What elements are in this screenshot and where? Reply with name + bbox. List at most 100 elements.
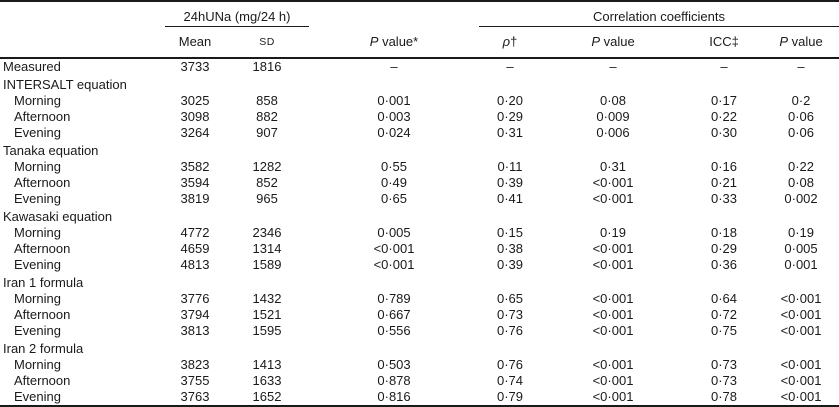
cell-icc: 0·18	[711, 225, 738, 240]
cell-p_value: 0·49	[381, 175, 408, 190]
cell-sd	[225, 273, 309, 291]
cell-icc	[685, 273, 763, 291]
cell-p_value: 0·55	[381, 159, 408, 174]
cell-p_value: <0·001	[373, 257, 415, 272]
column-group-spacer	[309, 1, 479, 27]
cell-rho: 0·73	[497, 307, 524, 322]
cell-icc: 0·33	[711, 191, 738, 206]
data-row: Afternoon 3098 882 0·003 0·29 0·009 0·22 0·06	[0, 109, 839, 125]
cell-icc_p_value: 0·22	[788, 159, 815, 174]
column-header-rho_p_value: P value	[541, 26, 686, 59]
data-row: Measured 3733 1816 – – – – –	[0, 58, 839, 75]
cell-p_value: 0·001	[377, 93, 411, 108]
column-header-label	[0, 26, 165, 59]
cell-rho: 0·76	[497, 323, 524, 338]
data-row: Morning 3582 1282 0·55 0·11 0·31 0·16 0·22	[0, 159, 839, 175]
cell-rho: –	[506, 59, 514, 74]
row-label: INTERSALT equation	[3, 77, 127, 92]
table-body: Measured 3733 1816– – – – – INTERSALT equation M…	[0, 58, 839, 406]
cell-icc: 0·73	[711, 357, 738, 372]
cell-p_value: 0·556	[377, 323, 411, 338]
row-label: Afternoon	[14, 109, 71, 124]
cell-p_value: 0·878	[377, 373, 411, 388]
column-header-rho: ρ†	[479, 26, 542, 59]
cell-mean	[165, 339, 225, 357]
cell-icc_p_value: –	[797, 59, 805, 74]
cell-icc_p_value	[763, 75, 839, 93]
cell-sd: 1521	[252, 307, 282, 322]
cell-rho_p_value: <0·001	[592, 389, 634, 404]
cell-mean: 3098	[180, 109, 210, 124]
cell-icc: 0·17	[711, 93, 738, 108]
cell-sd: 1432	[252, 291, 282, 306]
row-label: Morning	[14, 93, 61, 108]
cell-mean	[165, 141, 225, 159]
cell-sd: 1413	[252, 357, 282, 372]
cell-rho_p_value: 0·009	[596, 109, 630, 124]
cell-icc_p_value: <0·001	[780, 291, 822, 306]
cell-sd: 907	[256, 125, 278, 140]
row-label: Tanaka equation	[3, 143, 99, 158]
cell-rho_p_value: 0·19	[600, 225, 627, 240]
group-row: Kawasaki equation	[0, 207, 839, 225]
cell-icc: 0·78	[711, 389, 738, 404]
row-label: Evening	[14, 125, 61, 140]
cell-mean: 3794	[180, 307, 210, 322]
cell-icc_p_value: 0·06	[788, 109, 815, 124]
cell-rho_p_value: <0·001	[592, 191, 634, 206]
cell-mean: 3264	[180, 125, 210, 140]
row-label: Evening	[14, 191, 61, 206]
cell-rho	[479, 207, 541, 225]
row-label: Afternoon	[14, 241, 71, 256]
group-row: Tanaka equation	[0, 141, 839, 159]
cell-icc_p_value: <0·001	[780, 357, 822, 372]
cell-icc	[685, 207, 763, 225]
row-label: Morning	[14, 291, 61, 306]
cell-p_value: 0·024	[377, 125, 411, 140]
cell-p_value: 0·816	[377, 389, 411, 404]
cell-sd	[225, 207, 309, 225]
column-group-label: 24hUNa (mg/24 h)	[165, 1, 310, 27]
cell-mean: 4659	[180, 241, 210, 256]
cell-sd: 1595	[252, 323, 282, 338]
column-group-header-row: 24hUNa (mg/24 h) Correlation coefficients	[0, 1, 839, 27]
column-header-row: Mean SD P value* ρ† P value ICC‡ P value	[0, 26, 839, 59]
data-row: Evening 3264 907 0·024 0·31 0·006 0·30 0·06	[0, 125, 839, 141]
cell-p_value: –	[390, 59, 398, 74]
cell-icc: 0·75	[711, 323, 738, 338]
data-row: Evening 4813 1589 <0·001 0·39 <0·001 0·36 0·001	[0, 257, 839, 273]
cell-rho_p_value: <0·001	[592, 175, 634, 190]
cell-rho: 0·74	[497, 373, 524, 388]
cell-mean	[165, 207, 225, 225]
cell-mean: 3763	[180, 389, 210, 404]
cell-rho: 0·79	[497, 389, 524, 404]
data-row: Afternoon 3755 1633 0·878 0·74 <0·001 0·73 <0·0…	[0, 373, 839, 389]
row-label: Morning	[14, 225, 61, 240]
cell-icc_p_value: 0·2	[791, 93, 811, 108]
cell-icc_p_value: 0·08	[788, 175, 815, 190]
cell-rho: 0·39	[497, 175, 524, 190]
cell-rho_p_value: <0·001	[592, 373, 634, 388]
cell-mean: 3776	[180, 291, 210, 306]
cell-sd: 852	[256, 175, 278, 190]
cell-icc: 0·22	[711, 109, 738, 124]
cell-sd: 1633	[252, 373, 282, 388]
cell-p_value: <0·001	[373, 241, 415, 256]
cell-mean	[165, 75, 225, 93]
cell-p_value	[309, 75, 479, 93]
cell-mean: 3025	[180, 93, 210, 108]
cell-mean: 3594	[180, 175, 210, 190]
cell-rho: 0·65	[497, 291, 524, 306]
group-row: Iran 1 formula	[0, 273, 839, 291]
cell-sd: 858	[256, 93, 278, 108]
row-label: Kawasaki equation	[3, 209, 113, 224]
cell-icc_p_value: 0·002	[784, 191, 818, 206]
cell-mean	[165, 273, 225, 291]
cell-sd: 1816	[252, 59, 282, 74]
cell-sd: 1589	[252, 257, 282, 272]
cell-icc_p_value: 0·001	[784, 257, 818, 272]
data-row: Evening 3819 965 0·65 0·41 <0·001 0·33 0·002	[0, 191, 839, 207]
cell-rho_p_value: <0·001	[592, 323, 634, 338]
cell-icc_p_value	[763, 207, 839, 225]
cell-sd: 1652	[252, 389, 282, 404]
